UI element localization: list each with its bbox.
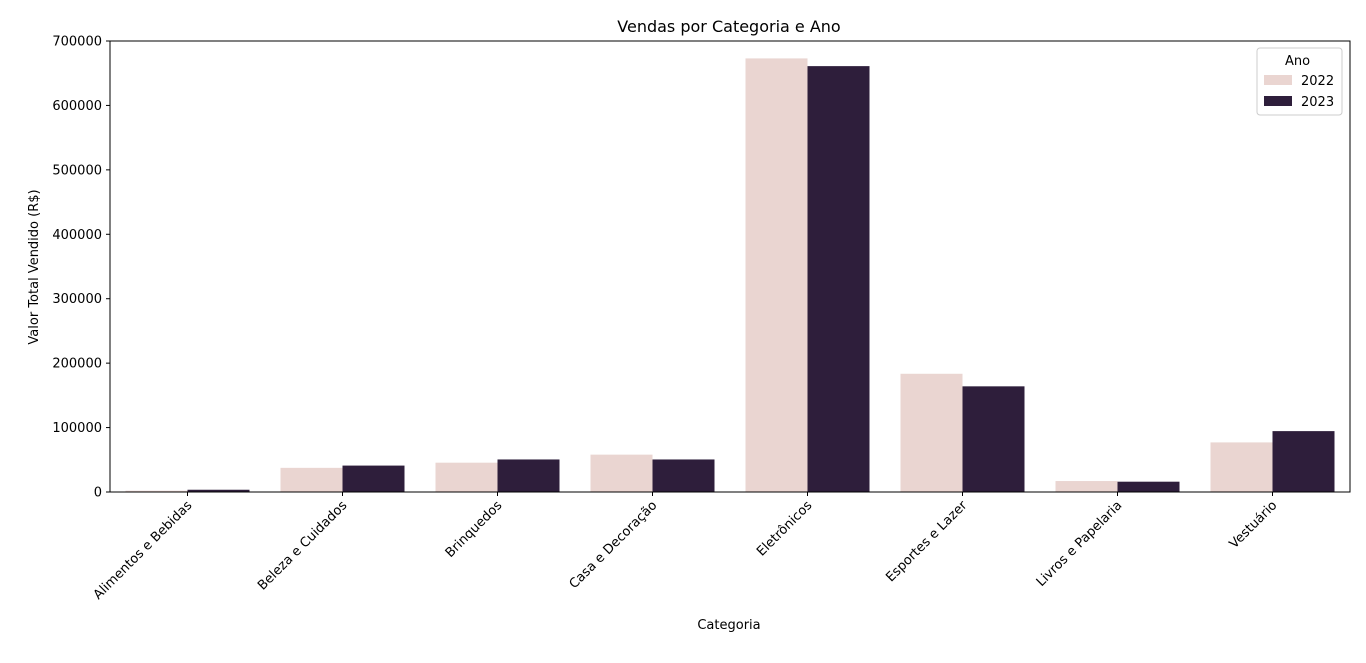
x-tick-label: Casa e Decoração	[567, 498, 661, 592]
bar-2023-4	[807, 66, 870, 493]
x-tick-label: Beleza e Cuidados	[255, 498, 350, 593]
legend-swatch-2022	[1264, 75, 1292, 85]
axes-layer: 0 100000 200000 300000 400000 500000 600000 700…	[52, 35, 1351, 603]
x-tick-label: Alimentos e Bebidas	[91, 498, 196, 603]
bar-2022-3	[590, 454, 653, 492]
bar-2022-6	[1055, 481, 1118, 492]
x-tick-label: Vestuário	[1227, 498, 1281, 552]
x-tick-label: Livros e Papelaria	[1034, 498, 1126, 590]
bar-2022-1	[280, 467, 343, 492]
y-tick-label: 700000	[52, 35, 102, 50]
bar-2022-2	[435, 462, 498, 492]
x-axis-title: Categoria	[697, 618, 760, 633]
y-tick-label: 200000	[52, 357, 102, 372]
bar-2023-1	[342, 465, 405, 492]
bar-2023-3	[652, 459, 715, 492]
legend-label-2022: 2022	[1301, 74, 1334, 89]
bar-2023-7	[1272, 431, 1335, 492]
legend-label-2023: 2023	[1301, 95, 1334, 110]
y-tick-label: 300000	[52, 292, 102, 307]
y-tick-label: 500000	[52, 163, 102, 178]
x-tick-label: Esportes e Lazer	[883, 498, 970, 585]
bar-2023-6	[1117, 481, 1180, 492]
legend: Ano 2022 2023	[1256, 47, 1343, 116]
bars-layer	[125, 58, 1335, 493]
bar-2023-2	[497, 459, 560, 492]
bar-2022-0	[125, 490, 188, 492]
bar-2022-5	[900, 373, 963, 492]
x-tick-label: Brinquedos	[443, 498, 506, 561]
chart-title: Vendas por Categoria e Ano	[617, 17, 840, 36]
y-tick-label: 0	[94, 486, 102, 501]
bar-2023-0	[187, 489, 250, 492]
y-tick-label: 100000	[52, 421, 102, 436]
bar-2023-5	[962, 386, 1025, 492]
bar-2022-7	[1210, 442, 1273, 492]
x-tick-label: Eletrônicos	[754, 498, 815, 559]
y-tick-label: 600000	[52, 99, 102, 114]
legend-swatch-2023	[1264, 96, 1292, 106]
bar-2022-4	[745, 58, 808, 492]
y-tick-label: 400000	[52, 228, 102, 243]
plot-frame	[109, 40, 1351, 493]
y-axis-title: Valor Total Vendido (R$)	[27, 189, 42, 344]
legend-title: Ano	[1285, 54, 1310, 69]
